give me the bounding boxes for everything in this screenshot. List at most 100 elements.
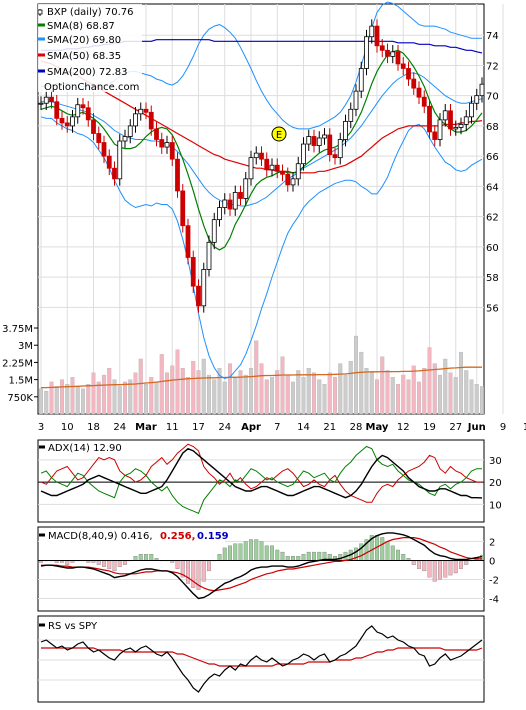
candle-body — [112, 167, 117, 180]
macd-histogram-bar — [312, 551, 316, 561]
sma50-line — [40, 60, 483, 174]
macd-histogram-bar — [417, 560, 421, 569]
volume-bar — [123, 381, 127, 415]
candle-body — [316, 137, 322, 146]
candle-body — [448, 110, 453, 130]
volume-bar — [469, 379, 474, 415]
volume-bar — [81, 388, 85, 415]
macd-histogram-bar — [238, 543, 243, 561]
legend-sma50-label: SMA(50) 68.35 — [47, 51, 121, 62]
volume-bar — [70, 377, 75, 415]
volume-tick-label: 2.25M — [2, 358, 33, 369]
volume-bar — [348, 361, 353, 415]
candle-body — [227, 199, 233, 210]
candle-body — [80, 104, 86, 109]
macd-histogram-bar — [427, 560, 432, 578]
candle-body — [211, 219, 217, 243]
macd-histogram-bar — [243, 541, 248, 561]
candle-body — [159, 139, 165, 148]
volume-bar — [196, 370, 201, 415]
macd-signal-line — [41, 537, 482, 592]
macd-histogram-bar — [112, 560, 117, 572]
candle-body — [122, 136, 128, 142]
price-tick-label: 70 — [486, 92, 499, 103]
volume-bar — [291, 381, 295, 415]
volume-bar — [270, 377, 274, 415]
candle-body — [127, 125, 133, 137]
macd-tick-label: -4 — [489, 594, 499, 605]
macd-panel: -4 -2 0 2 MACD(8,40,9) 0.416, 0.256, 0.159 — [37, 526, 499, 612]
macd-histogram-bar — [186, 560, 190, 584]
volume-bar — [217, 367, 222, 415]
candle-body — [253, 152, 259, 159]
volume-bar — [259, 363, 264, 415]
adx-y-axis: 10 20 30 — [489, 456, 502, 512]
volume-bar — [75, 386, 80, 415]
volume-bar — [474, 384, 479, 415]
volume-bar — [322, 384, 327, 415]
macd-histogram-bar — [275, 549, 280, 561]
candle-body — [437, 119, 443, 140]
macd-histogram-bar — [338, 554, 343, 561]
price-y-axis: 56 58 60 62 64 66 68 70 72 74 — [486, 31, 499, 314]
volume-bar — [354, 335, 358, 415]
volume-bar — [102, 374, 106, 415]
candle-body — [148, 111, 154, 130]
date-tick-label: 17 — [192, 422, 205, 433]
candle-body — [416, 87, 422, 98]
volume-bar — [359, 351, 364, 415]
volume-bar — [312, 372, 316, 415]
macd-tick-label: 0 — [489, 556, 495, 567]
volume-bar — [285, 374, 290, 415]
candle-body — [385, 49, 390, 57]
price-legend: BXP (daily) 70.76 SMA(8) 68.87 SMA(20) 6… — [37, 4, 142, 93]
macd-histogram-bar — [217, 554, 222, 561]
volume-bar — [149, 377, 154, 415]
volume-bar — [459, 351, 463, 415]
date-tick-label: Mar — [135, 422, 157, 433]
candle-body — [70, 116, 75, 127]
candle-body — [133, 113, 138, 127]
volume-bar — [448, 372, 453, 415]
volume-bar — [264, 379, 269, 415]
macd-histogram-bar — [443, 560, 448, 578]
macd-histogram-bar — [291, 556, 295, 561]
candle-body — [143, 108, 149, 113]
macd-histogram-bar — [301, 554, 306, 561]
adx-tick-label: 10 — [489, 500, 502, 511]
candle-body — [243, 178, 249, 199]
candle-body — [238, 192, 243, 199]
volume-bar — [180, 367, 185, 415]
candle-body — [259, 152, 264, 160]
candle-body — [322, 134, 327, 139]
macd-histogram-bar — [149, 554, 154, 561]
date-tick-label: 14 — [297, 422, 310, 433]
candle-body — [406, 68, 411, 80]
volume-bar — [243, 374, 248, 415]
adx-title: ADX(14) 12.90 — [48, 443, 122, 454]
candle-body — [49, 96, 54, 103]
macd-histogram — [39, 535, 484, 590]
macd-value-label: 0.256, — [160, 531, 195, 542]
price-tick-label: 56 — [486, 303, 499, 314]
candle-body — [301, 143, 306, 165]
volume-bar — [86, 384, 91, 415]
macd-histogram-bar — [65, 560, 70, 565]
rs-panel: RS vs SPY — [37, 615, 485, 703]
candle-body — [269, 164, 275, 171]
macd-histogram-bar — [411, 560, 416, 565]
candle-body — [332, 154, 338, 159]
volume-bar — [186, 377, 190, 415]
volume-bar — [301, 377, 306, 415]
candle-body — [364, 36, 369, 69]
volume-bar — [254, 340, 259, 415]
volume-bar — [432, 363, 437, 415]
volume-bar — [327, 372, 332, 415]
volume-bar — [228, 363, 232, 415]
volume-bar — [453, 377, 458, 415]
volume-bar — [401, 374, 406, 415]
candle-body — [295, 163, 301, 180]
macd-histogram-bar — [138, 554, 143, 561]
rs-average-line — [41, 647, 483, 667]
adx-line — [40, 447, 483, 499]
